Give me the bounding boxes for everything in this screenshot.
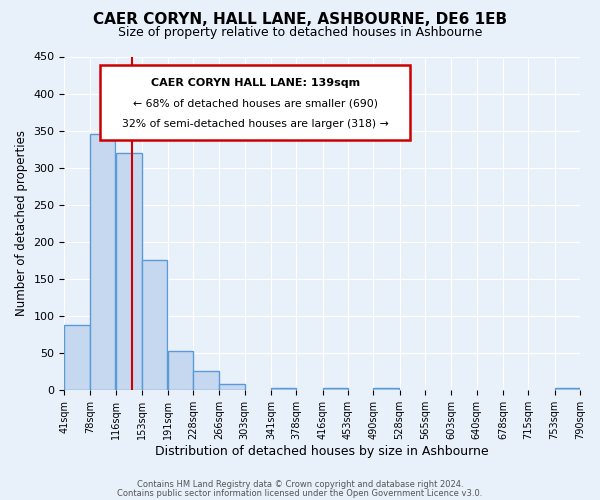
Text: Size of property relative to detached houses in Ashbourne: Size of property relative to detached ho… [118,26,482,39]
Bar [219,384,245,390]
Bar [64,324,90,390]
Bar [142,260,167,390]
FancyBboxPatch shape [100,65,410,140]
Bar [167,352,193,390]
Bar [323,388,348,390]
Bar [116,153,142,390]
Text: Contains public sector information licensed under the Open Government Licence v3: Contains public sector information licen… [118,489,482,498]
Y-axis label: Number of detached properties: Number of detached properties [15,130,28,316]
Text: 32% of semi-detached houses are larger (318) →: 32% of semi-detached houses are larger (… [122,119,389,129]
X-axis label: Distribution of detached houses by size in Ashbourne: Distribution of detached houses by size … [155,444,489,458]
Text: CAER CORYN, HALL LANE, ASHBOURNE, DE6 1EB: CAER CORYN, HALL LANE, ASHBOURNE, DE6 1E… [93,12,507,28]
Bar [554,388,580,390]
Bar [271,388,296,390]
Bar [193,372,218,390]
Bar [373,388,399,390]
Text: ← 68% of detached houses are smaller (690): ← 68% of detached houses are smaller (69… [133,98,377,108]
Text: CAER CORYN HALL LANE: 139sqm: CAER CORYN HALL LANE: 139sqm [151,78,360,88]
Bar [90,134,115,390]
Text: Contains HM Land Registry data © Crown copyright and database right 2024.: Contains HM Land Registry data © Crown c… [137,480,463,489]
